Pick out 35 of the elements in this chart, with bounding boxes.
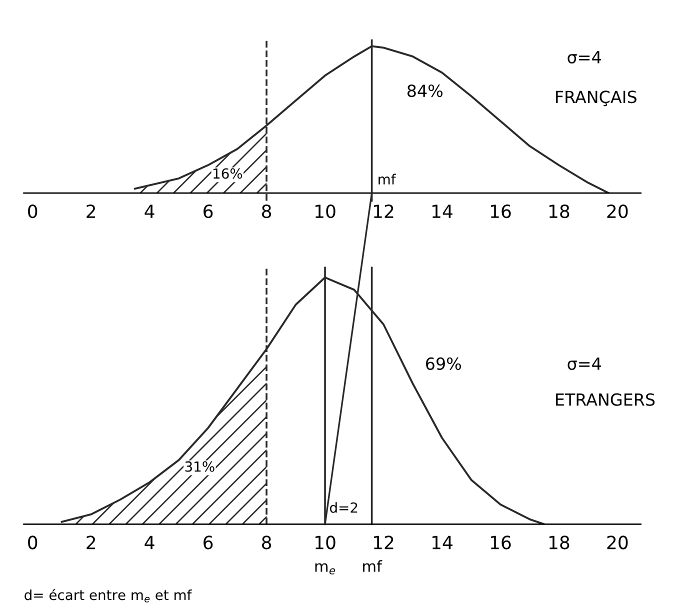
x-tick-label: 0 xyxy=(28,536,38,550)
ref-line-label: mf xyxy=(378,174,396,184)
x-tick-label: 10 xyxy=(316,536,336,550)
annotation: 16% xyxy=(214,168,242,179)
x-tick-label: 18 xyxy=(549,536,570,550)
x-tick-label: 20 xyxy=(607,536,628,550)
annotation: 69% xyxy=(426,357,461,370)
annotation: 84% xyxy=(407,84,442,98)
annotation: FRANÇAIS xyxy=(556,90,636,106)
x-tick-label: 20 xyxy=(607,204,628,218)
x-tick-label: 12 xyxy=(374,204,394,218)
x-tick-label: 0 xyxy=(28,204,38,218)
x-tick-label: 14 xyxy=(432,204,452,218)
ref-line-label: mf xyxy=(363,560,382,572)
x-tick-label: 6 xyxy=(204,536,213,550)
x-tick-label: 18 xyxy=(549,204,570,218)
annotation: σ=4 xyxy=(568,358,601,370)
x-tick-label: 10 xyxy=(316,204,336,218)
x-tick-label: 4 xyxy=(144,536,154,550)
x-tick-label: 16 xyxy=(490,204,511,218)
annotation: d=2 xyxy=(330,502,358,513)
annotation: σ=4 xyxy=(568,51,601,64)
annotation: 31% xyxy=(185,461,214,472)
x-tick-label: 2 xyxy=(86,536,96,550)
x-tick-label: 6 xyxy=(204,204,213,218)
annotation: ETRANGERS xyxy=(556,393,655,406)
x-tick-label: 4 xyxy=(144,204,154,218)
x-tick-label: 16 xyxy=(490,536,511,550)
x-tick-label: 12 xyxy=(374,536,394,550)
x-tick-label: 8 xyxy=(262,204,272,218)
text: d= écart entre m$_{e}$ et mf xyxy=(24,588,192,602)
x-tick-label: 14 xyxy=(432,536,452,550)
x-tick-label: 2 xyxy=(86,204,96,218)
x-tick-label: 8 xyxy=(262,536,272,550)
ref-line-label: m$_{e}$ xyxy=(315,563,336,574)
